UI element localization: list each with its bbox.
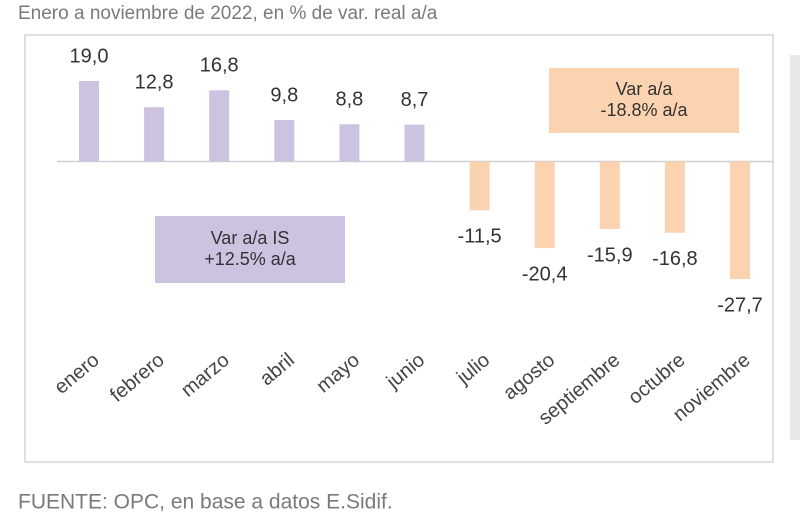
annotation-box (155, 216, 345, 283)
value-label: -11,5 (458, 226, 502, 248)
bar (339, 124, 360, 162)
bar (144, 107, 165, 162)
value-label: 19,0 (70, 45, 109, 67)
value-label: 8,7 (401, 89, 429, 111)
value-label: 9,8 (270, 84, 298, 106)
value-label: 12,8 (135, 72, 174, 94)
bar (209, 90, 230, 162)
x-tick-label: mayo (312, 349, 364, 397)
source-note: FUENTE: OPC, en base a datos E.Sidif. (18, 491, 393, 514)
x-tick-label: enero (50, 349, 103, 399)
scrollbar (790, 55, 800, 440)
bar (404, 124, 425, 162)
value-label: -15,9 (587, 244, 633, 266)
bar (79, 81, 99, 162)
value-label: -27,7 (717, 294, 763, 316)
bar (534, 161, 555, 249)
value-label: 16,8 (200, 55, 239, 77)
annotation-text: Var a/a (616, 79, 674, 99)
x-tick-label: junio (382, 349, 429, 394)
x-tick-label: abril (256, 349, 299, 390)
bar (664, 161, 685, 233)
x-tick-label: marzo (177, 349, 234, 402)
value-label: -20,4 (522, 263, 568, 285)
annotation-text: Var a/a IS (211, 228, 290, 248)
x-tick-label: agosto (499, 349, 559, 404)
x-tick-label: julio (452, 349, 494, 389)
value-label: 8,8 (335, 89, 363, 111)
chart-subtitle: Enero a noviembre de 2022, en % de var. … (18, 3, 438, 24)
bar (274, 120, 295, 162)
annotation-text: -18.8% a/a (600, 100, 688, 120)
x-tick-label: febrero (106, 349, 169, 407)
bar (599, 161, 620, 229)
bar (469, 161, 490, 211)
annotation-text: +12.5% a/a (204, 249, 297, 269)
annotation-box (549, 68, 739, 133)
bar (730, 161, 750, 279)
chart-frame (24, 34, 774, 463)
value-label: -16,8 (652, 248, 698, 270)
